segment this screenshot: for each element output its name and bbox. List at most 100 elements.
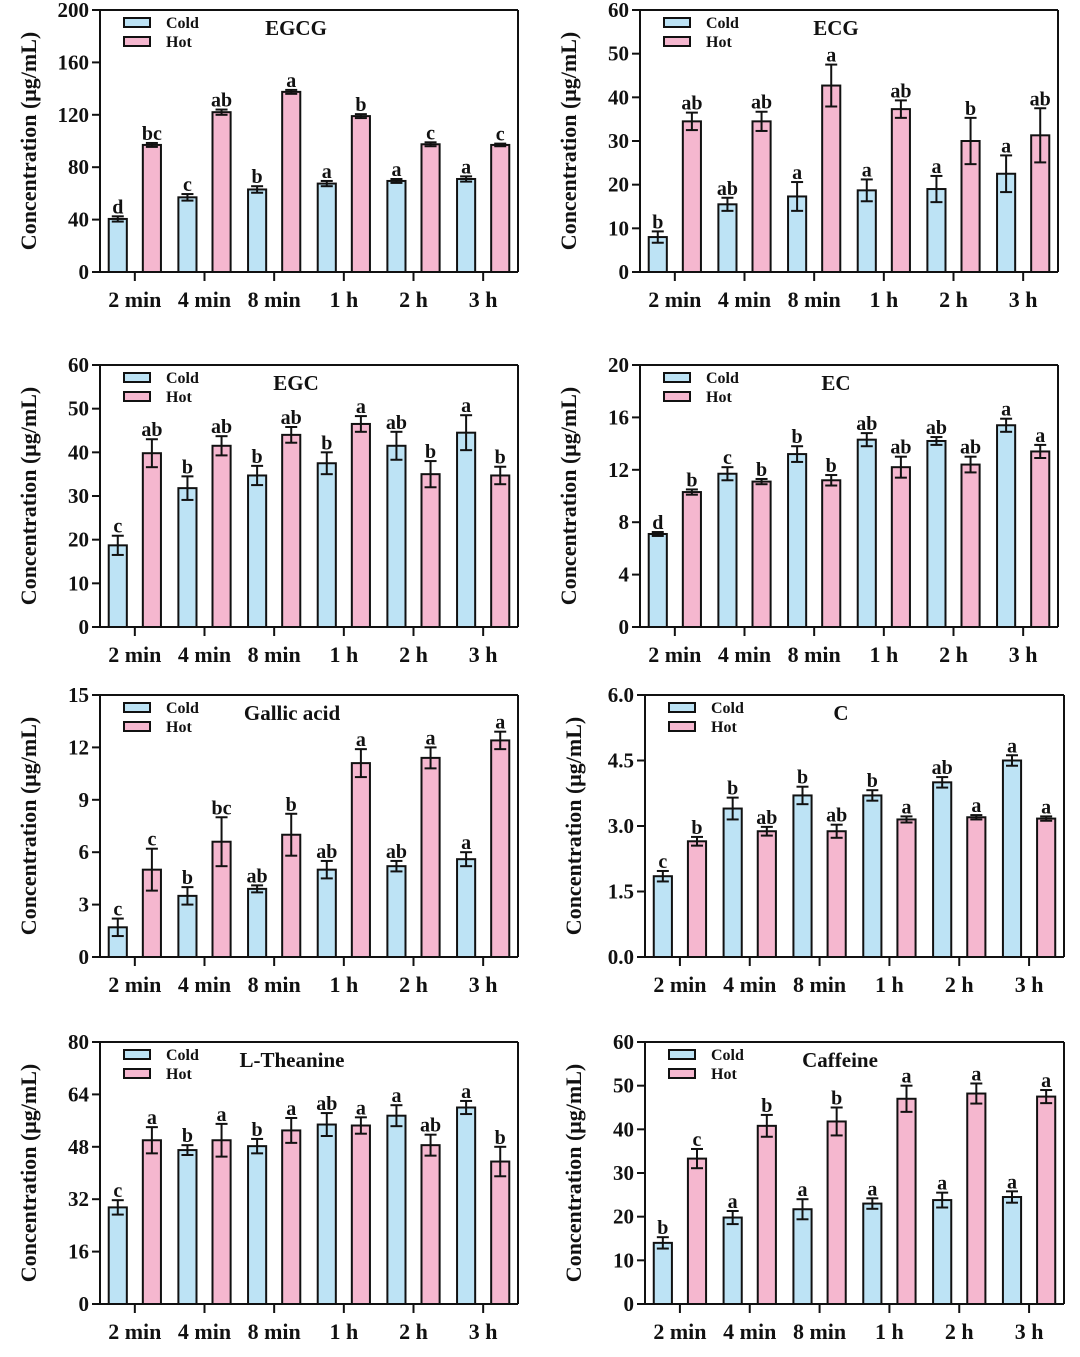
x-tick-label: 1 h <box>329 972 358 997</box>
legend-swatch-cold <box>123 17 151 28</box>
significance-letter: a <box>356 396 366 418</box>
significance-letter: a <box>1007 1171 1017 1193</box>
significance-letter: b <box>252 1119 263 1141</box>
significance-letter: a <box>322 161 332 183</box>
bar-cold <box>177 196 198 273</box>
bar-cold <box>316 868 337 959</box>
x-tick-label: 4 min <box>718 642 771 667</box>
significance-letter: bc <box>212 797 232 819</box>
y-tick-label: 120 <box>58 103 90 127</box>
y-axis-label: Concentration (μg/mL) <box>16 717 41 935</box>
significance-letter: a <box>461 832 471 854</box>
x-tick-label: 2 h <box>399 287 428 312</box>
significance-letter: ab <box>890 80 911 102</box>
legend-label-cold: Cold <box>706 370 739 387</box>
y-tick-label: 10 <box>608 216 629 240</box>
bar-hot <box>826 830 847 958</box>
bar-hot <box>281 433 302 628</box>
legend-label-hot: Hot <box>166 389 192 406</box>
significance-letter: ab <box>420 1115 441 1137</box>
significance-letter: a <box>1001 399 1011 421</box>
significance-letter: c <box>113 1180 122 1202</box>
x-tick-label: 2 min <box>108 972 161 997</box>
bar-cold <box>996 424 1017 629</box>
significance-letter: ab <box>386 841 407 863</box>
x-tick-label: 1 h <box>869 287 898 312</box>
x-tick-label: 1 h <box>869 642 898 667</box>
bar-hot <box>490 143 511 273</box>
y-tick-label: 6.0 <box>608 683 634 707</box>
x-tick-label: 2 h <box>945 1319 974 1344</box>
bar-hot <box>966 1092 987 1305</box>
significance-letter: a <box>1035 425 1045 447</box>
y-tick-label: 40 <box>613 1117 634 1141</box>
y-tick-label: 80 <box>68 155 89 179</box>
legend-swatch-cold <box>123 1049 151 1060</box>
bar-cold <box>247 188 268 273</box>
x-tick-label: 8 min <box>248 972 301 997</box>
legend-label-hot: Hot <box>166 719 192 736</box>
bar-hot <box>1030 450 1051 628</box>
y-tick-label: 0.0 <box>608 945 634 969</box>
bar-cold <box>717 203 738 273</box>
significance-letter: b <box>252 166 263 188</box>
bar-cold <box>456 431 477 628</box>
chart-title: EC <box>821 371 850 395</box>
chart-title: ECG <box>813 16 859 40</box>
x-tick-label: 8 min <box>793 972 846 997</box>
significance-letter: a <box>461 395 471 417</box>
bar-hot <box>686 840 708 958</box>
x-tick-label: 4 min <box>723 1319 776 1344</box>
significance-letter: c <box>723 447 732 469</box>
x-tick-label: 1 h <box>875 1319 904 1344</box>
y-tick-label: 3.0 <box>608 814 634 838</box>
bar-cold <box>787 453 808 628</box>
x-tick-label: 8 min <box>788 642 841 667</box>
bar-cold <box>456 177 477 274</box>
significance-letter: b <box>756 459 767 481</box>
bar-cold <box>932 1199 953 1306</box>
bar-cold <box>862 1202 883 1305</box>
y-tick-label: 4.5 <box>608 749 634 773</box>
significance-letter: ab <box>681 93 702 115</box>
x-tick-label: 2 min <box>108 287 161 312</box>
significance-letter: b <box>657 1217 668 1239</box>
bar-cold <box>386 865 407 959</box>
legend-label-hot: Hot <box>711 1066 737 1083</box>
y-tick-label: 16 <box>608 405 629 429</box>
significance-letter: a <box>426 727 436 749</box>
significance-letter: a <box>862 159 872 181</box>
x-tick-label: 3 h <box>469 1319 498 1344</box>
x-tick-label: 2 min <box>108 1319 161 1344</box>
x-tick-label: 2 h <box>399 972 428 997</box>
chart-title: EGCG <box>265 16 327 40</box>
significance-letter: a <box>461 156 471 178</box>
legend-swatch-cold <box>123 702 151 713</box>
significance-letter: ab <box>247 865 268 887</box>
x-tick-label: 4 min <box>178 642 231 667</box>
bar-hot <box>141 143 162 273</box>
x-tick-label: 4 min <box>178 287 231 312</box>
bar-hot <box>420 1144 441 1305</box>
y-axis-label: Concentration (μg/mL) <box>561 1064 586 1282</box>
bar-cold <box>247 474 268 628</box>
x-tick-label: 8 min <box>788 287 841 312</box>
significance-letter: a <box>798 1179 808 1201</box>
bar-hot <box>896 1097 917 1306</box>
y-tick-label: 50 <box>68 397 89 421</box>
y-tick-label: 8 <box>619 510 630 534</box>
y-tick-label: 0 <box>619 260 630 284</box>
significance-letter: c <box>183 174 192 196</box>
y-axis-label: Concentration (μg/mL) <box>16 32 41 250</box>
y-tick-label: 1.5 <box>608 880 634 904</box>
bar-hot <box>350 115 371 273</box>
legend-swatch-hot <box>123 391 151 402</box>
significance-letter: ab <box>386 412 407 434</box>
bar-cold <box>107 544 128 628</box>
bar-hot <box>681 120 702 273</box>
x-tick-label: 8 min <box>248 287 301 312</box>
y-tick-label: 30 <box>608 129 629 153</box>
significance-letter: ab <box>717 178 738 200</box>
significance-letter: a <box>937 1173 947 1195</box>
